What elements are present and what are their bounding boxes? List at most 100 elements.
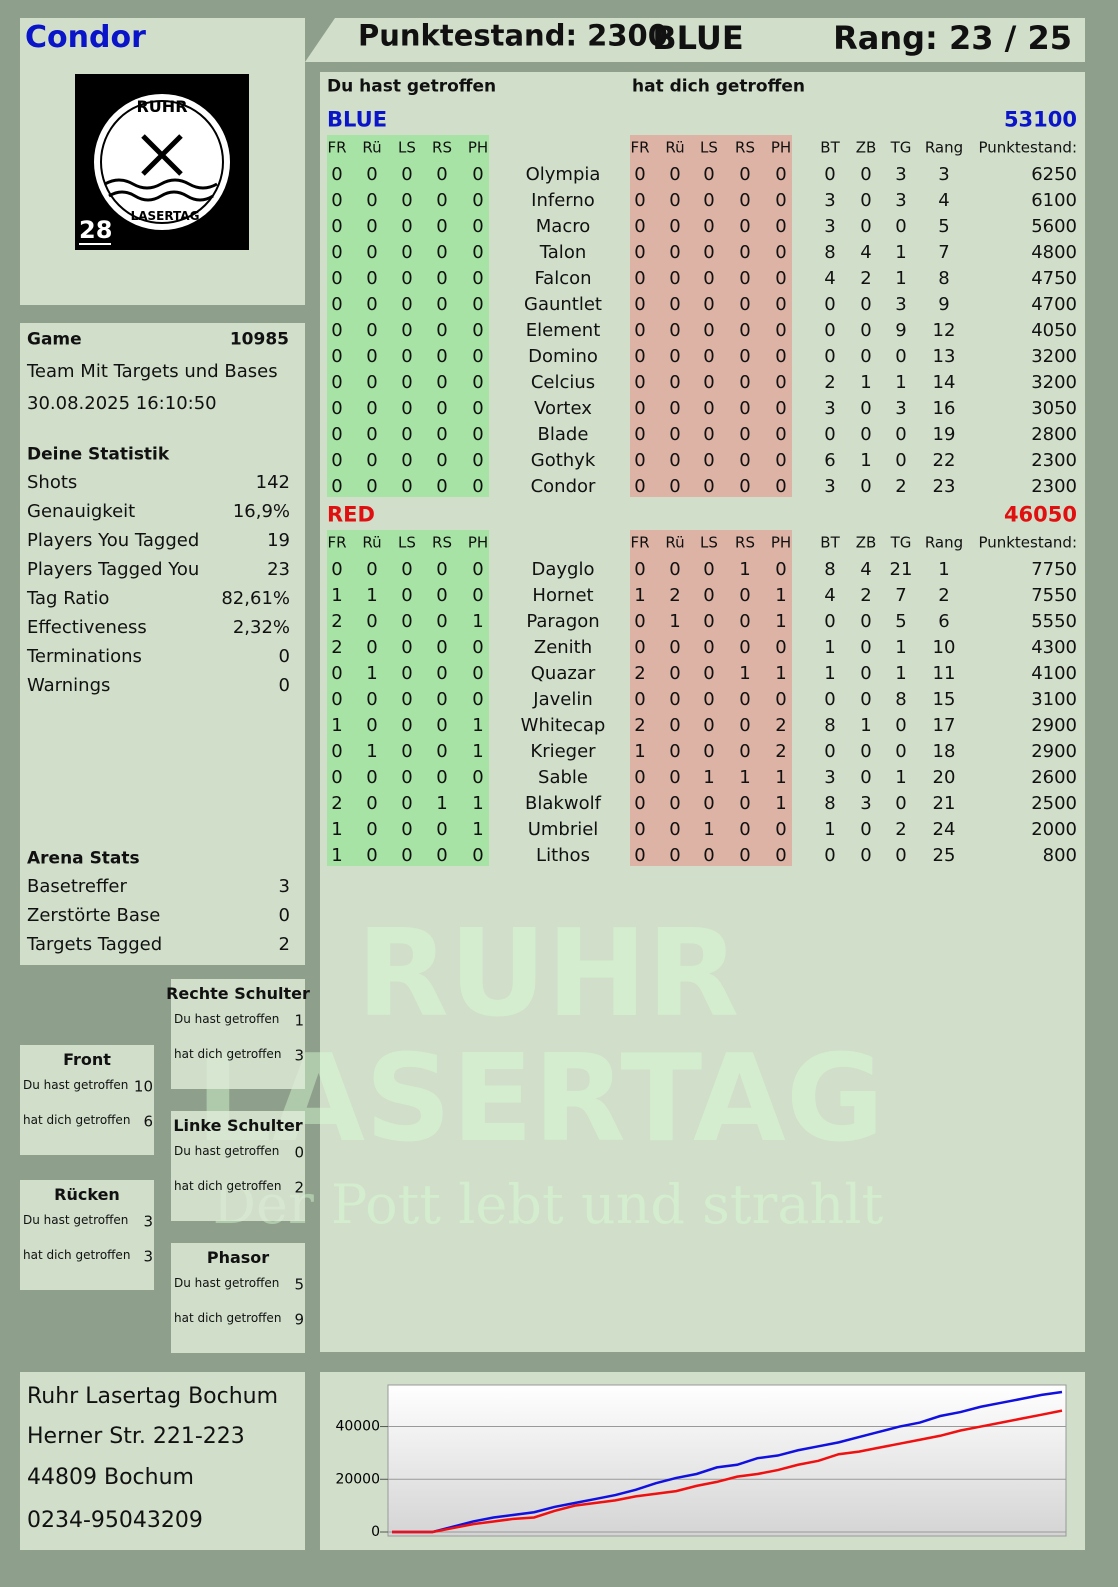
cell: 0 [366, 689, 378, 710]
stat-value: 19 [267, 530, 290, 551]
cell: 1 [703, 819, 715, 840]
cell: 0 [669, 320, 681, 341]
player-name: Hornet [532, 585, 594, 606]
player-name: Sable [538, 767, 588, 788]
cell: 0 [703, 242, 715, 263]
cell: 5550 [1031, 611, 1077, 632]
cell: 0 [739, 476, 751, 497]
column-header: Punktestand: [978, 533, 1077, 552]
cell: 1 [895, 242, 907, 263]
cell: 0 [436, 767, 448, 788]
cell: 8 [938, 268, 950, 289]
cell: 0 [669, 294, 681, 315]
cell: 0 [634, 476, 646, 497]
cell: 0 [401, 190, 413, 211]
cell: 0 [739, 320, 751, 341]
player-name: Paragon [526, 611, 600, 632]
cell: 0 [472, 689, 484, 710]
cell: 0 [366, 398, 378, 419]
cell: 0 [331, 216, 343, 237]
logo-hammer [141, 134, 183, 176]
cell: 0 [401, 320, 413, 341]
zone-label: Du hast getroffen [23, 1078, 129, 1092]
cell: 0 [669, 424, 681, 445]
player-name: Gauntlet [524, 294, 602, 315]
zone-value: 6 [143, 1112, 153, 1131]
cell: 2900 [1031, 715, 1077, 736]
cell: 3 [824, 767, 836, 788]
cell: 0 [436, 819, 448, 840]
cell: 0 [895, 424, 907, 445]
received-bg [630, 135, 792, 497]
cell: 0 [331, 346, 343, 367]
cell: 0 [366, 637, 378, 658]
cell: 0 [366, 346, 378, 367]
cell: 0 [703, 611, 715, 632]
column-header: RS [735, 533, 755, 552]
zone-box [171, 1111, 305, 1221]
cell: 1 [895, 767, 907, 788]
column-group-header: Du hast getroffen [327, 76, 497, 97]
cell: 0 [703, 793, 715, 814]
logo-text: RUHR [136, 97, 187, 116]
column-header: PH [467, 533, 489, 552]
zone-title: Rücken [54, 1185, 120, 1204]
cell: 0 [669, 268, 681, 289]
cell: 0 [401, 268, 413, 289]
cell: 0 [634, 767, 646, 788]
column-header: LS [700, 138, 718, 157]
cell: 0 [895, 346, 907, 367]
cell: 0 [401, 611, 413, 632]
cell: 1 [331, 845, 343, 866]
cell: 3050 [1031, 398, 1077, 419]
cell: 0 [703, 164, 715, 185]
stats-panel [20, 323, 305, 965]
cell: 0 [739, 346, 751, 367]
cell: 7 [895, 585, 907, 606]
cell: 5 [895, 611, 907, 632]
cell: 12 [932, 320, 956, 341]
cell: 0 [669, 398, 681, 419]
cell: 0 [472, 559, 484, 580]
rank: Rang: 23 / 25 [833, 19, 1072, 57]
column-header: PH [770, 533, 792, 552]
cell: 1 [739, 767, 751, 788]
cell: 22 [932, 450, 956, 471]
stat-label: Targets Tagged [27, 934, 163, 955]
zone-value: 10 [133, 1077, 153, 1096]
zone-value: 1 [294, 1011, 304, 1030]
zone-value: 9 [294, 1310, 304, 1329]
score-chart: 0 20000 40000 [335, 1384, 1067, 1540]
cell: 0 [860, 346, 872, 367]
section-title: Arena Stats [27, 848, 140, 869]
player-name: Vortex [534, 398, 592, 419]
cell: 0 [401, 845, 413, 866]
cell: 3 [895, 294, 907, 315]
cell: 0 [775, 689, 787, 710]
cell: 2000 [1031, 819, 1077, 840]
column-header: FR [327, 138, 347, 157]
cell: 0 [703, 268, 715, 289]
cell: 0 [436, 216, 448, 237]
cell: 0 [634, 689, 646, 710]
player-name: Domino [528, 346, 598, 367]
cell: 2 [895, 819, 907, 840]
player-name: Olympia [525, 164, 601, 185]
column-header: PH [467, 138, 489, 157]
cell: 4100 [1031, 663, 1077, 684]
cell: 1 [775, 585, 787, 606]
stat-value: 16,9% [232, 501, 290, 522]
cell: 0 [436, 715, 448, 736]
cell: 0 [366, 559, 378, 580]
cell: 0 [775, 164, 787, 185]
cell: 0 [634, 320, 646, 341]
cell: 0 [472, 294, 484, 315]
stat-label: Terminations [27, 646, 142, 667]
cell: 0 [860, 819, 872, 840]
cell: 0 [331, 767, 343, 788]
team-score: 46050 [1003, 502, 1077, 527]
cell: 2 [775, 741, 787, 762]
cell: 2300 [1031, 450, 1077, 471]
cell: 1 [895, 268, 907, 289]
cell: 0 [669, 689, 681, 710]
